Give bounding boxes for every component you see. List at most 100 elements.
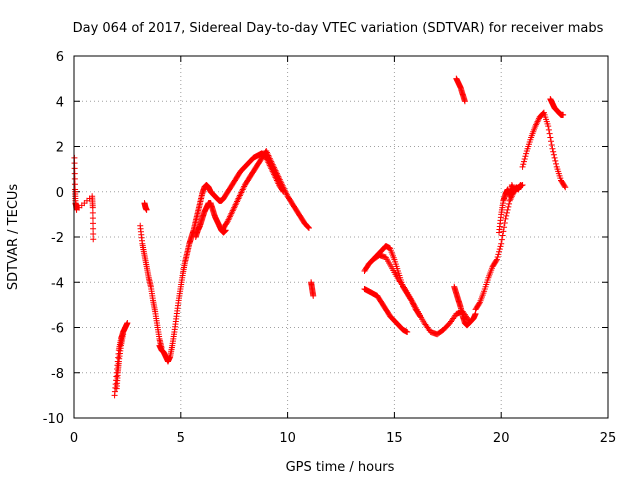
data-point-fill — [496, 246, 503, 253]
data-point-fill — [500, 228, 507, 235]
data-point — [502, 215, 509, 222]
y-tick-label: -10 — [43, 412, 64, 427]
data-point-fill — [551, 154, 558, 161]
data-point — [143, 206, 150, 213]
data-point-fill — [548, 141, 555, 148]
data-point-fill — [90, 220, 97, 227]
data-point-fill — [521, 155, 528, 162]
y-tick-label: -4 — [51, 276, 64, 291]
series-arc-a-low — [113, 331, 127, 392]
data-points — [71, 75, 569, 399]
data-point-fill — [503, 212, 510, 219]
data-point-fill — [493, 257, 500, 264]
series-arc-k-hump — [451, 283, 479, 329]
data-point-fill — [497, 243, 504, 250]
series-arc-d-valley — [156, 181, 227, 365]
data-point — [124, 319, 131, 326]
data-point-fill — [89, 209, 96, 216]
data-point-fill — [224, 219, 231, 226]
data-point-fill — [476, 300, 483, 307]
data-point-fill — [552, 157, 559, 164]
series-arc-g-upper — [220, 150, 287, 202]
data-point-fill — [499, 232, 506, 239]
data-point — [89, 204, 96, 211]
data-point-fill — [71, 175, 78, 182]
x-tick-label: 15 — [386, 431, 403, 446]
data-point-fill — [90, 225, 97, 232]
data-point-fill — [505, 203, 512, 210]
series-arc-p-top — [547, 95, 567, 118]
series-arc-i-lower — [361, 286, 411, 336]
x-tick-label: 25 — [600, 431, 617, 446]
series-arc-e-lower — [192, 200, 229, 240]
chart-title: Day 064 of 2017, Sidereal Day-to-day VTE… — [73, 21, 604, 36]
y-tick-label: 4 — [56, 95, 64, 110]
x-axis-title: GPS time / hours — [286, 460, 395, 475]
y-tick-label: 2 — [56, 141, 64, 156]
data-point — [310, 292, 317, 299]
data-point — [562, 184, 569, 191]
data-point — [519, 163, 526, 170]
data-point-fill — [561, 183, 568, 190]
data-point-fill — [305, 224, 312, 231]
y-tick-label: 6 — [56, 50, 64, 65]
series-arc-n-scatter — [496, 181, 524, 236]
data-point-fill — [71, 181, 78, 188]
data-point-fill — [520, 158, 527, 165]
data-point-fill — [90, 230, 97, 237]
data-point-fill — [553, 160, 560, 167]
y-tick-label: 0 — [56, 186, 64, 201]
series-arc-c-descend — [137, 222, 165, 351]
data-point — [120, 331, 127, 338]
data-point — [560, 111, 567, 118]
data-point-fill — [550, 151, 557, 158]
data-point-fill — [523, 150, 530, 157]
axis-ticks: 0 5 10 15 20 25 -10 -8 -6 -4 -2 0 2 4 6 — [43, 50, 617, 446]
data-point-fill — [501, 224, 508, 231]
data-point-fill — [71, 165, 78, 172]
data-point — [549, 145, 556, 152]
data-point-fill — [548, 138, 555, 145]
data-point-fill — [71, 170, 78, 177]
data-point-fill — [546, 130, 553, 137]
data-point-fill — [503, 209, 510, 216]
series-arc-b-small — [141, 200, 150, 213]
data-point-fill — [504, 206, 511, 213]
data-point — [461, 98, 468, 105]
series-arc-j-mid — [370, 252, 473, 338]
data-point-fill — [496, 248, 503, 255]
data-point-fill — [547, 134, 554, 141]
data-point — [280, 188, 287, 195]
data-point-fill — [71, 160, 78, 167]
data-point-fill — [498, 236, 505, 243]
series-arc-l-top — [453, 75, 468, 105]
data-point-fill — [494, 253, 501, 260]
series-isolated-11h — [308, 279, 317, 299]
data-point-fill — [495, 251, 502, 258]
data-point — [517, 181, 524, 188]
series-arc-m-rise — [472, 181, 526, 313]
grid — [74, 56, 608, 418]
data-point-fill — [522, 153, 529, 160]
data-point-fill — [506, 200, 513, 207]
y-tick-label: -8 — [51, 367, 64, 382]
data-point — [493, 256, 500, 263]
x-tick-label: 20 — [493, 431, 510, 446]
data-point-fill — [545, 126, 552, 133]
data-point — [305, 224, 312, 231]
data-point-fill — [550, 148, 557, 155]
x-tick-label: 5 — [177, 431, 185, 446]
data-point-fill — [520, 161, 527, 168]
data-point-fill — [279, 187, 286, 194]
data-point — [498, 240, 505, 247]
data-point — [404, 329, 411, 336]
x-tick-label: 0 — [70, 431, 78, 446]
series-arc-o-peak — [519, 109, 569, 191]
y-axis-title: SDTVAR / TECUs — [6, 184, 21, 291]
data-point — [90, 236, 97, 243]
series-early-scatter — [71, 154, 97, 243]
data-point — [545, 123, 552, 130]
plot-frame — [73, 55, 609, 419]
y-tick-label: -2 — [51, 231, 64, 246]
